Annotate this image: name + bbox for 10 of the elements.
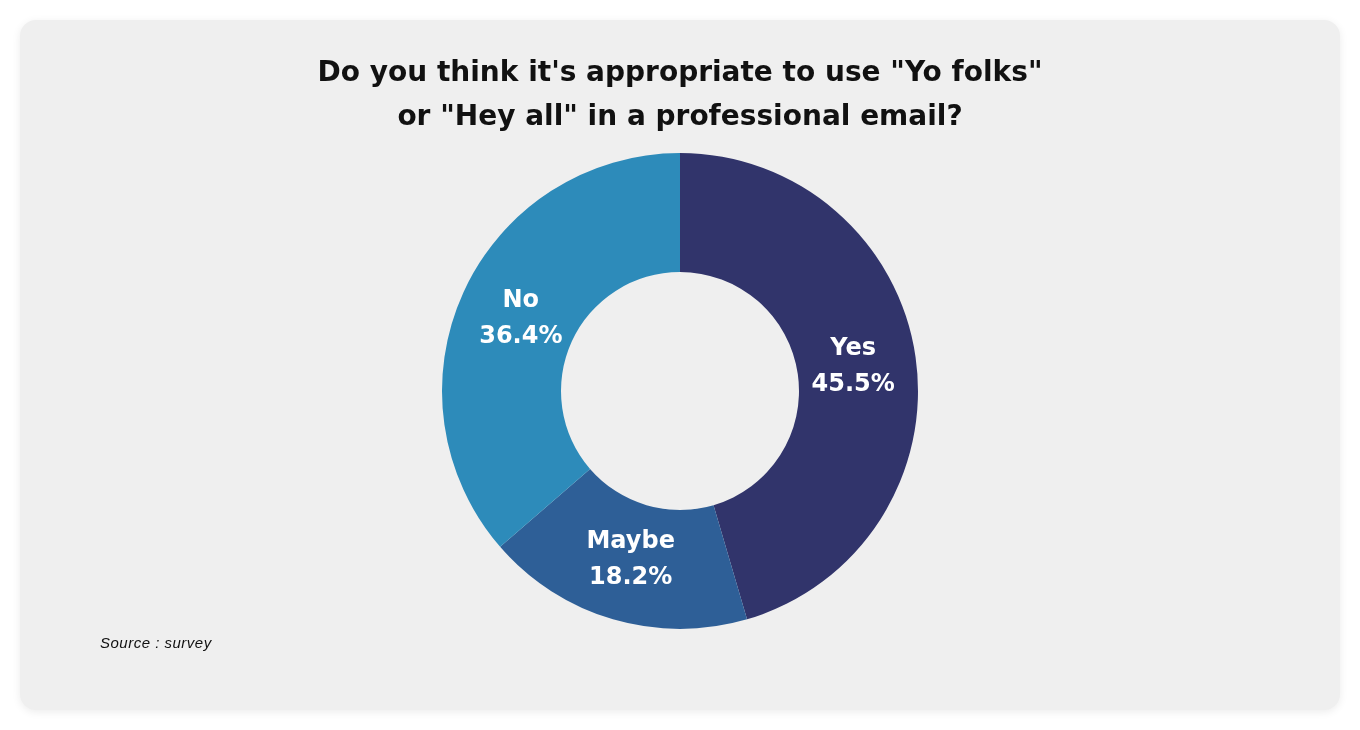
slice-label: Maybe bbox=[586, 525, 675, 554]
slice-label: Yes bbox=[829, 333, 877, 362]
chart-title: Do you think it's appropriate to use "Yo folks" or "Hey all" in a professional email? bbox=[317, 55, 1043, 132]
donut-slice bbox=[500, 468, 748, 629]
slice-label: No bbox=[502, 285, 540, 314]
donut-slice bbox=[680, 153, 918, 620]
data-label: 18.2% bbox=[589, 561, 673, 590]
source-note: Source : survey bbox=[100, 634, 212, 651]
data-label: 45.5% bbox=[811, 369, 895, 398]
data-label: 36.4% bbox=[479, 321, 563, 350]
